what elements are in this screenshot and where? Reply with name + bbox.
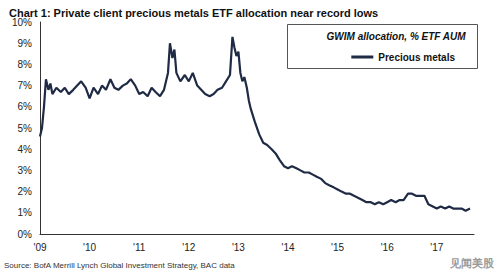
svg-text:'15: '15 <box>331 242 344 253</box>
svg-text:'14: '14 <box>281 242 294 253</box>
svg-text:1%: 1% <box>18 207 33 218</box>
svg-text:'13: '13 <box>232 242 245 253</box>
svg-text:GWIM allocation, % ETF AUM: GWIM allocation, % ETF AUM <box>327 31 467 42</box>
svg-text:2%: 2% <box>18 186 33 197</box>
svg-text:9%: 9% <box>18 38 33 49</box>
svg-text:4%: 4% <box>18 144 33 155</box>
svg-text:10%: 10% <box>12 16 32 28</box>
svg-text:'12: '12 <box>182 242 195 253</box>
svg-text:'16: '16 <box>381 242 394 253</box>
svg-text:见闻美股: 见闻美股 <box>449 257 495 270</box>
svg-text:'09: '09 <box>33 242 46 253</box>
svg-text:'17: '17 <box>430 242 443 253</box>
svg-text:0%: 0% <box>18 229 33 240</box>
svg-text:Source: BofA Merrill Lynch Glo: Source: BofA Merrill Lynch Global Invest… <box>4 261 235 270</box>
svg-text:7%: 7% <box>18 80 33 91</box>
svg-text:Precious metals: Precious metals <box>378 52 455 63</box>
svg-text:Chart 1: Private client precio: Chart 1: Private client precious metals … <box>9 7 378 19</box>
svg-text:8%: 8% <box>18 59 33 70</box>
svg-text:'11: '11 <box>133 242 146 253</box>
svg-text:'10: '10 <box>83 242 96 253</box>
svg-text:6%: 6% <box>18 101 33 112</box>
svg-text:5%: 5% <box>18 123 33 134</box>
svg-text:3%: 3% <box>18 165 33 176</box>
